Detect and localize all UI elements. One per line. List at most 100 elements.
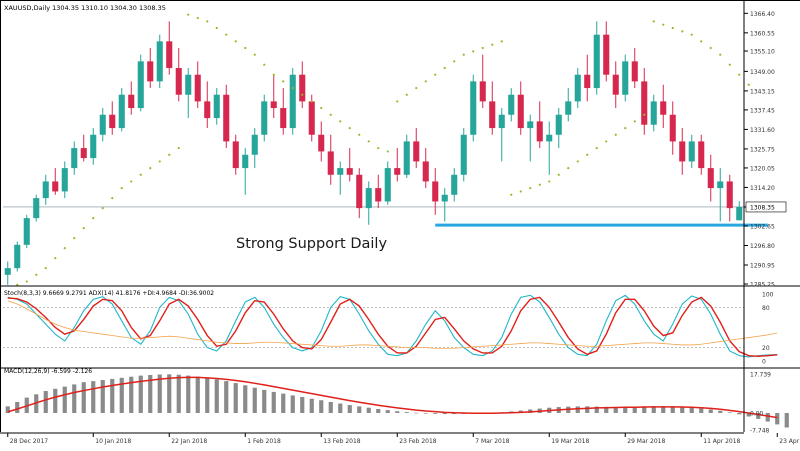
macd-signal-line[interactable] [7,376,778,419]
macd-histogram-bar[interactable] [651,406,656,413]
candle-body[interactable] [194,74,201,102]
macd-histogram-bar[interactable] [366,407,371,413]
candle-body[interactable] [118,94,125,129]
macd-histogram-bar[interactable] [148,374,153,413]
stoch-signal-line[interactable] [7,296,778,358]
candle-body[interactable] [251,134,258,155]
candle-body[interactable] [470,81,477,135]
macd-histogram-bar[interactable] [328,401,333,413]
candle-body[interactable] [736,206,743,221]
macd-histogram-bar[interactable] [319,400,324,413]
candle-body[interactable] [4,268,11,275]
stochastic-adx-panel[interactable] [3,294,778,358]
candle-body[interactable] [346,168,353,175]
macd-histogram-bar[interactable] [718,410,723,413]
candle-body[interactable] [612,74,619,95]
candle-body[interactable] [175,68,182,95]
macd-histogram-bar[interactable] [15,401,20,413]
macd-histogram-bar[interactable] [746,412,751,417]
macd-histogram-bar[interactable] [585,406,590,413]
candle-body[interactable] [147,61,154,82]
macd-histogram-bar[interactable] [100,380,105,413]
macd-histogram-bar[interactable] [594,406,599,413]
candle-body[interactable] [99,114,106,135]
macd-histogram-bar[interactable] [765,412,770,422]
candle-body[interactable] [508,94,515,115]
candle-body[interactable] [717,181,724,189]
candle-body[interactable] [536,121,543,142]
macd-panel[interactable] [5,374,789,428]
macd-histogram-bar[interactable] [689,407,694,413]
candle-body[interactable] [308,101,315,135]
candle-body[interactable] [242,154,249,169]
candle-body[interactable] [384,168,391,202]
macd-histogram-bar[interactable] [214,379,219,413]
candle-body[interactable] [441,194,448,202]
price-panel[interactable] [3,13,768,286]
macd-histogram-bar[interactable] [119,377,124,413]
macd-histogram-bar[interactable] [91,381,96,413]
candle-body[interactable] [42,181,49,199]
adx-line[interactable] [7,300,778,349]
candle-body[interactable] [403,141,410,175]
candle-body[interactable] [80,148,87,159]
candle-body[interactable] [527,121,534,129]
candle-body[interactable] [650,101,657,125]
candle-body[interactable] [52,181,59,192]
macd-histogram-bar[interactable] [385,410,390,413]
candle-body[interactable] [622,61,629,95]
candle-body[interactable] [489,101,496,129]
macd-histogram-bar[interactable] [43,391,48,413]
candle-body[interactable] [413,141,420,162]
macd-histogram-bar[interactable] [53,388,58,413]
candle-body[interactable] [707,168,714,189]
macd-histogram-bar[interactable] [233,383,238,413]
macd-histogram-bar[interactable] [252,387,257,413]
macd-histogram-bar[interactable] [300,396,305,413]
macd-histogram-bar[interactable] [395,411,400,413]
candle-body[interactable] [14,244,21,269]
candle-body[interactable] [213,94,220,119]
candle-body[interactable] [641,81,648,125]
macd-histogram-bar[interactable] [623,407,628,413]
candle-body[interactable] [270,101,277,109]
candle-body[interactable] [128,94,135,109]
candle-body[interactable] [23,218,30,245]
macd-histogram-bar[interactable] [699,408,704,413]
macd-histogram-bar[interactable] [157,374,162,413]
macd-histogram-bar[interactable] [613,407,618,413]
macd-histogram-bar[interactable] [404,412,409,413]
candle-body[interactable] [574,74,581,102]
candle-body[interactable] [603,34,610,75]
macd-histogram-bar[interactable] [661,406,666,413]
macd-histogram-bar[interactable] [5,406,10,413]
macd-histogram-bar[interactable] [205,377,210,413]
candle-body[interactable] [593,34,600,89]
macd-histogram-bar[interactable] [72,384,77,413]
macd-histogram-bar[interactable] [775,412,780,425]
candle-body[interactable] [337,168,344,175]
candle-body[interactable] [479,81,486,102]
candle-body[interactable] [204,101,211,119]
candle-body[interactable] [232,141,239,169]
macd-histogram-bar[interactable] [784,412,789,428]
macd-histogram-bar[interactable] [575,406,580,413]
macd-histogram-bar[interactable] [756,412,761,419]
candle-body[interactable] [631,61,638,82]
candle-body[interactable] [90,134,97,159]
macd-histogram-bar[interactable] [604,406,609,413]
candle-body[interactable] [299,74,306,102]
candle-body[interactable] [375,188,382,202]
macd-histogram-bar[interactable] [376,409,381,413]
macd-histogram-bar[interactable] [290,395,295,413]
macd-histogram-bar[interactable] [62,386,67,413]
stoch-main-line[interactable] [7,294,778,358]
candle-body[interactable] [394,168,401,175]
candle-body[interactable] [546,134,553,142]
candle-body[interactable] [223,94,230,142]
candle-body[interactable] [679,141,686,162]
macd-histogram-bar[interactable] [167,374,172,413]
candle-body[interactable] [280,108,287,129]
macd-histogram-bar[interactable] [632,406,637,413]
